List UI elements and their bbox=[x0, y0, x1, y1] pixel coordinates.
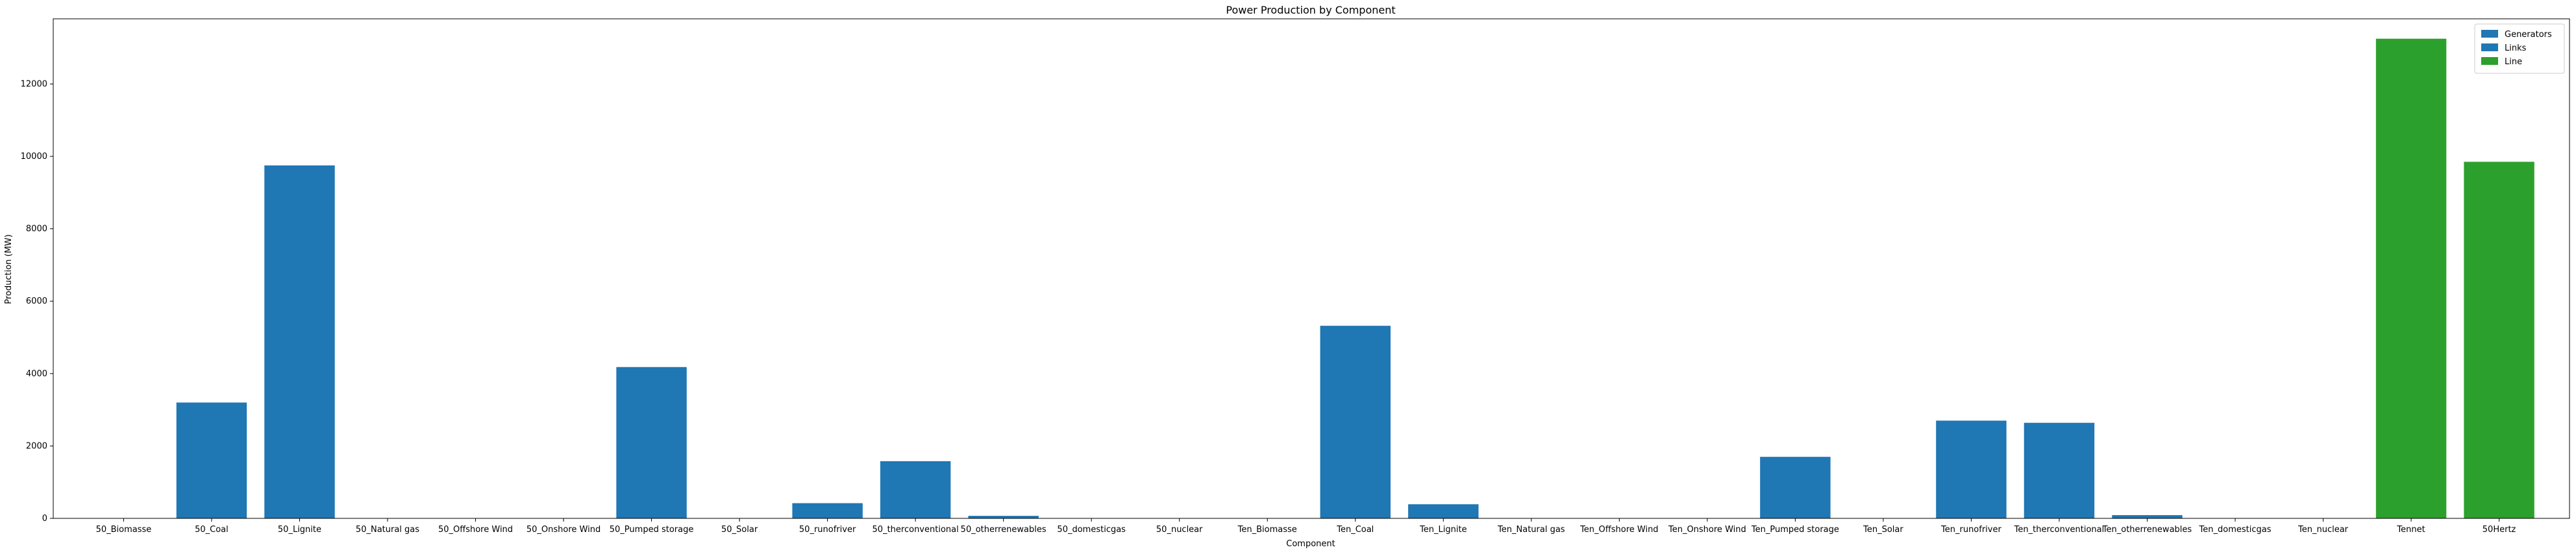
bar-links-50_pumped-storage bbox=[616, 367, 687, 518]
x-tick-label: 50_Coal bbox=[195, 525, 229, 535]
x-tick-label: 50_Onshore Wind bbox=[526, 525, 601, 535]
x-tick-label: 50_nuclear bbox=[1156, 525, 1203, 535]
bar-links-50_therconventional bbox=[880, 461, 951, 518]
legend-label-line: Line bbox=[2505, 57, 2522, 67]
bar-line-50hertz bbox=[2464, 162, 2534, 518]
x-tick-label: Ten_Solar bbox=[1863, 525, 1903, 535]
y-axis-label: Production (MW) bbox=[4, 234, 14, 304]
x-tick-label: Ten_otherrenewables bbox=[2102, 525, 2192, 535]
x-tick-label: Ten_domesticgas bbox=[2199, 525, 2272, 535]
y-tick-label: 2000 bbox=[26, 441, 47, 451]
bar-links-ten_otherrenewables bbox=[2112, 514, 2183, 518]
bar-links-50_runofriver bbox=[792, 503, 863, 518]
y-tick-label: 6000 bbox=[26, 296, 47, 306]
x-tick-label: 50_Biomasse bbox=[96, 525, 152, 535]
chart-title: Power Production by Component bbox=[1226, 4, 1395, 16]
bar-generators-ten_coal bbox=[1320, 326, 1391, 518]
legend: Generators Links Line bbox=[2474, 23, 2565, 74]
bar-links-50_otherrenewables bbox=[968, 516, 1039, 518]
y-tick-label: 8000 bbox=[26, 224, 47, 234]
x-tick-label: Ten_Lignite bbox=[1419, 525, 1467, 535]
legend-label-links: Links bbox=[2505, 43, 2527, 53]
x-tick-label: Ten_Onshore Wind bbox=[1668, 525, 1746, 535]
x-tick-label: Ten_nuclear bbox=[2297, 525, 2349, 535]
legend-swatch-generators bbox=[2481, 30, 2498, 38]
y-tick-label: 10000 bbox=[21, 152, 47, 162]
y-tick-label: 12000 bbox=[21, 79, 47, 89]
x-tick-label: Ten_therconventional bbox=[2014, 525, 2105, 535]
x-tick-label: 50_Natural gas bbox=[356, 525, 419, 535]
axes-frame bbox=[53, 18, 2570, 519]
x-tick-label: Ten_Pumped storage bbox=[1751, 525, 1839, 535]
bar-links-ten_therconventional bbox=[2024, 422, 2095, 518]
y-tick-label: 0 bbox=[42, 514, 47, 524]
x-tick-label: 50_therconventional bbox=[873, 525, 959, 535]
x-axis-label: Component bbox=[1286, 539, 1335, 549]
plot-area: 0 2000 4000 6000 8000 10000 12000 50_Biomasse 50… bbox=[21, 18, 2570, 535]
x-tick-label: 50_Solar bbox=[721, 525, 758, 535]
x-tick-label: 50_runofriver bbox=[799, 525, 856, 535]
legend-swatch-links bbox=[2481, 43, 2498, 51]
x-tick-label: 50_Offshore Wind bbox=[438, 525, 513, 535]
bar-generators-50_coal bbox=[176, 402, 247, 518]
x-tick-label: Ten_Natural gas bbox=[1497, 525, 1565, 535]
bar-links-ten_pumped-storage bbox=[1760, 457, 1831, 518]
x-tick-label: Ten_Coal bbox=[1336, 525, 1374, 535]
x-tick-label: 50_Pumped storage bbox=[610, 525, 694, 535]
bar-line-tennet bbox=[2375, 38, 2447, 518]
bar-links-ten_lignite bbox=[1408, 504, 1479, 518]
legend-label-generators: Generators bbox=[2505, 30, 2552, 40]
x-tick-label: Tennet bbox=[2396, 525, 2425, 535]
y-tick-label: 4000 bbox=[26, 369, 47, 379]
legend-swatch-line bbox=[2481, 57, 2498, 65]
bar-links-ten_runofriver bbox=[1936, 420, 2007, 518]
x-tick-label: Ten_Biomasse bbox=[1237, 525, 1297, 535]
x-tick-label: Ten_Offshore Wind bbox=[1579, 525, 1659, 535]
x-tick-label: 50_domesticgas bbox=[1057, 525, 1126, 535]
x-tick-label: 50_otherrenewables bbox=[961, 525, 1046, 535]
x-tick-label: 50_Lignite bbox=[278, 525, 321, 535]
x-tick-label: Ten_runofriver bbox=[1940, 525, 2001, 535]
bar-generators-50_lignite bbox=[264, 165, 335, 518]
x-tick-label: 50Hertz bbox=[2483, 525, 2516, 535]
